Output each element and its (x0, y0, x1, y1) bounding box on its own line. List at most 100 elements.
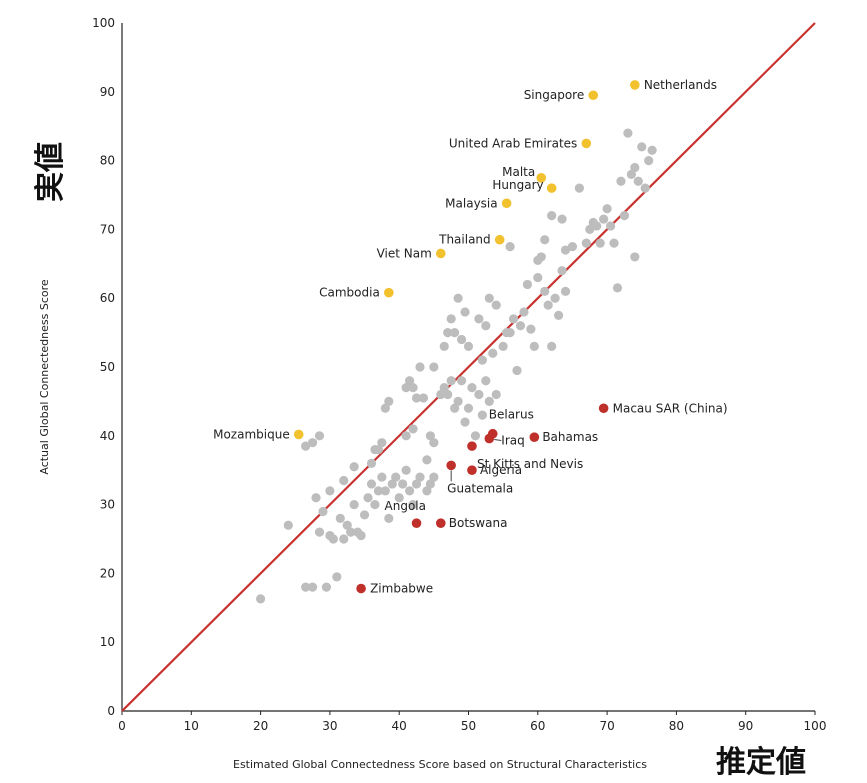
label-malta: Malta (502, 165, 535, 179)
label-botswana: Botswana (449, 516, 508, 530)
y-tick-label: 0 (107, 704, 115, 718)
y-tick-label: 100 (92, 16, 115, 30)
data-point (446, 376, 456, 386)
data-point (477, 410, 487, 420)
data-point (443, 328, 453, 338)
data-point (526, 324, 536, 334)
data-point (401, 465, 411, 475)
data-point (453, 396, 463, 406)
data-point (256, 594, 266, 604)
data-point (301, 582, 311, 592)
y-tick-label: 70 (100, 222, 115, 236)
label-st-kitts-and-nevis: St Kitts and Nevis (477, 457, 583, 471)
data-point (359, 510, 370, 520)
data-point (557, 266, 567, 276)
data-point (477, 355, 487, 365)
label-united-arab-emirates: United Arab Emirates (449, 136, 577, 150)
point-thailand (494, 234, 505, 245)
data-point (505, 242, 515, 252)
data-point (533, 272, 543, 283)
data-point (408, 424, 418, 434)
label-macau-sar-china: Macau SAR (China) (613, 401, 728, 415)
x-tick-label: 10 (184, 719, 199, 733)
data-point (522, 279, 533, 290)
data-point (366, 458, 377, 468)
data-point (491, 389, 501, 400)
data-point (307, 438, 318, 448)
x-axis-label-jp: 推定値 (716, 745, 806, 780)
data-point (647, 145, 657, 155)
point-united-arab-emirates (581, 138, 592, 149)
data-point (401, 431, 411, 441)
data-point (474, 314, 484, 324)
data-point (366, 479, 377, 489)
y-tick-label: 30 (100, 498, 115, 512)
data-point (595, 238, 605, 248)
x-axis-label: Estimated Global Connectedness Score bas… (233, 758, 647, 771)
data-point (460, 307, 470, 317)
data-point (394, 493, 404, 503)
data-point (505, 328, 515, 338)
y-tick-label: 90 (100, 85, 115, 99)
point-labels: Netherlands Singapore United Arab Emirates… (213, 78, 727, 596)
y-tick-labels: 0 10 20 30 40 50 60 70 80 90 100 (92, 16, 115, 718)
point-st-kitts-and-nevis (467, 441, 477, 451)
x-tick-label: 80 (669, 719, 684, 733)
y-tick-label: 80 (100, 154, 115, 168)
data-point (484, 293, 494, 303)
data-point (429, 362, 439, 372)
x-tick-label: 30 (322, 719, 337, 733)
data-point (377, 438, 387, 448)
data-point (626, 169, 636, 179)
data-point (415, 472, 425, 482)
data-point (380, 403, 390, 413)
data-point (616, 176, 626, 186)
data-point (637, 142, 647, 152)
data-point (415, 362, 425, 372)
y-axis-label: Actual Global Connectedness Score (38, 279, 51, 475)
data-point (384, 513, 394, 523)
data-point (585, 224, 595, 234)
data-point (418, 393, 429, 403)
data-point (498, 341, 508, 351)
point-zimbabwe (356, 583, 366, 594)
data-point (508, 314, 519, 324)
data-point (339, 534, 349, 544)
point-malta (536, 173, 547, 183)
data-point (540, 286, 550, 296)
data-point (439, 383, 449, 393)
data-point (425, 431, 435, 441)
data-point (332, 572, 342, 582)
point-malaysia (501, 198, 512, 209)
data-point (557, 214, 567, 224)
data-point (574, 183, 584, 193)
data-point (311, 493, 321, 503)
data-point (307, 582, 318, 592)
x-tick-labels: 0 10 20 30 40 50 60 70 80 90 100 (118, 711, 826, 733)
label-malaysia: Malaysia (445, 196, 497, 210)
data-point (443, 389, 453, 400)
data-point (422, 455, 432, 465)
data-point (314, 431, 325, 441)
data-point (439, 341, 449, 351)
data-point (547, 341, 557, 351)
data-point (599, 214, 609, 224)
data-point (370, 500, 380, 510)
data-point (623, 128, 633, 138)
point-botswana (435, 518, 446, 528)
data-point (540, 235, 550, 245)
data-point (560, 245, 571, 255)
data-point (543, 300, 553, 310)
data-point (550, 293, 560, 303)
data-point (398, 479, 408, 489)
data-point (456, 334, 467, 345)
label-connectors (450, 439, 502, 482)
data-point (488, 348, 498, 358)
label-thailand: Thailand (438, 233, 491, 247)
data-point (533, 255, 543, 265)
label-guatemala: Guatemala (447, 481, 513, 495)
label-belarus: Belarus (489, 408, 534, 422)
data-point (349, 500, 359, 510)
data-point (401, 383, 411, 393)
